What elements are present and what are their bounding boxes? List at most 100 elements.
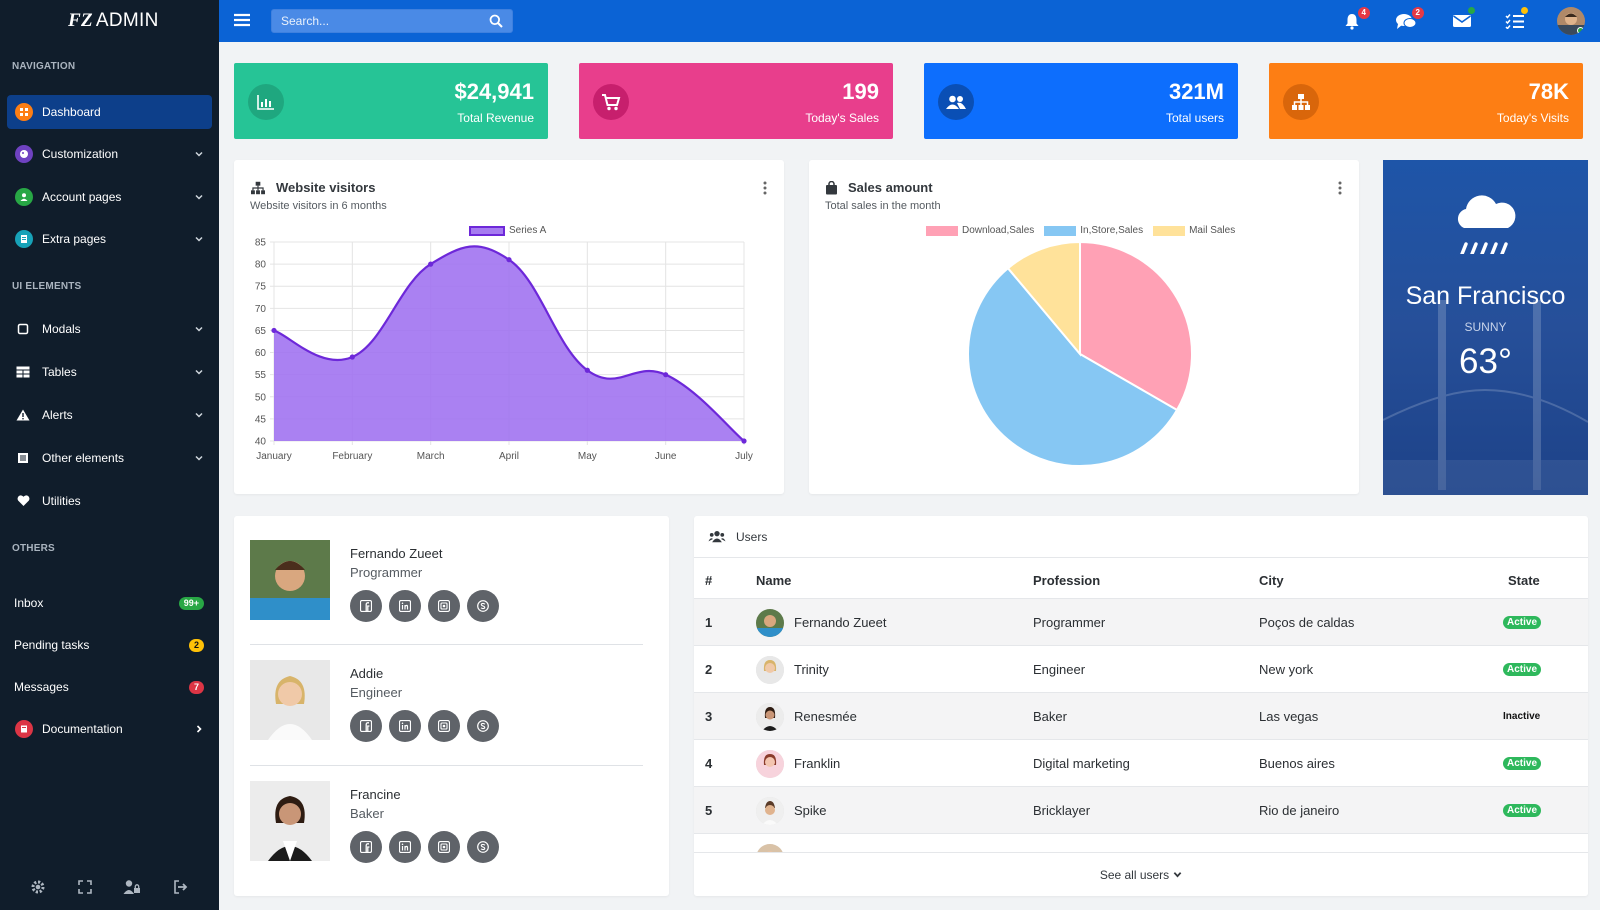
chevron-down-icon xyxy=(194,453,204,463)
section-navigation: NAVIGATION xyxy=(12,61,76,72)
card-subtitle: Total sales in the month xyxy=(825,200,941,212)
more-options-icon[interactable] xyxy=(763,181,767,195)
column-header-profession[interactable]: Profession xyxy=(1033,573,1101,588)
table-row[interactable]: 4 Franklin Digital marketing Buenos aire… xyxy=(694,739,1588,786)
status-badge: Active xyxy=(1503,757,1542,770)
chevron-down-icon xyxy=(194,149,204,159)
table-row[interactable]: 5 Spike Bricklayer Rio de janeiro Active xyxy=(694,786,1588,833)
menu-toggle-icon[interactable] xyxy=(234,13,250,27)
file-icon xyxy=(15,230,33,248)
sidebar-item-tables[interactable]: Tables xyxy=(7,355,212,389)
legend-label-instore[interactable]: In,Store,Sales xyxy=(1080,225,1144,236)
stat-value: 199 xyxy=(842,79,879,104)
settings-icon[interactable] xyxy=(30,879,46,895)
tasks-button[interactable] xyxy=(1504,7,1528,32)
linkedin-icon[interactable] xyxy=(389,710,421,742)
cell-name: Spike xyxy=(794,803,827,818)
weather-condition: SUNNY xyxy=(1464,320,1507,334)
logout-icon[interactable] xyxy=(173,880,189,894)
sidebar-item-inbox[interactable]: Inbox 99+ xyxy=(0,586,212,620)
linkedin-icon[interactable] xyxy=(389,590,421,622)
users-icon xyxy=(938,84,974,120)
instagram-icon[interactable] xyxy=(428,831,460,863)
stat-value: 78K xyxy=(1528,79,1569,104)
cell-profession: Programmer xyxy=(1033,615,1106,630)
chat-count-badge: 2 xyxy=(1411,7,1424,19)
sidebar-item-label: Inbox xyxy=(14,596,44,610)
chat-button[interactable]: 2 xyxy=(1395,7,1424,32)
chevron-down-icon xyxy=(194,410,204,420)
sidebar-item-label: Messages xyxy=(14,680,69,694)
sales-card-title: Sales amount xyxy=(825,180,933,195)
sidebar-item-dashboard[interactable]: Dashboard xyxy=(7,95,212,129)
facebook-icon[interactable] xyxy=(350,831,382,863)
pie-legend: Download,Sales In,Store,Sales Mail Sales xyxy=(926,225,1235,236)
more-options-icon[interactable] xyxy=(1338,181,1342,195)
sidebar-item-documentation[interactable]: Documentation xyxy=(7,712,212,746)
legend-swatch-mail xyxy=(1153,225,1186,236)
column-header-city[interactable]: City xyxy=(1259,573,1284,588)
instagram-icon[interactable] xyxy=(428,590,460,622)
y-tick-label: 80 xyxy=(255,260,267,271)
users-card: Users # Name Profession City State 1 Fer… xyxy=(694,516,1588,896)
skype-icon[interactable] xyxy=(467,831,499,863)
chevron-right-icon xyxy=(194,724,204,734)
user-avatar[interactable] xyxy=(1557,7,1585,35)
x-tick-label: March xyxy=(417,451,445,462)
table-row[interactable]: 3 Renesmée Baker Las vegas Inactive xyxy=(694,692,1588,739)
user-avatar xyxy=(756,703,784,731)
mail-button[interactable] xyxy=(1451,7,1475,32)
bell-icon xyxy=(1343,12,1361,30)
users-card-title: Users xyxy=(736,529,768,544)
sidebar-item-messages[interactable]: Messages 7 xyxy=(0,670,212,704)
profile-role: Engineer xyxy=(350,685,403,700)
sidebar-item-account-pages[interactable]: Account pages xyxy=(7,180,212,214)
sidebar-item-alerts[interactable]: Alerts xyxy=(7,398,212,432)
user-avatar xyxy=(756,750,784,778)
stat-label: Today's Visits xyxy=(1496,111,1569,125)
sidebar-item-other-elements[interactable]: Other elements xyxy=(7,441,212,475)
instagram-icon[interactable] xyxy=(428,710,460,742)
legend-label-mail[interactable]: Mail Sales xyxy=(1189,225,1236,236)
column-header-state[interactable]: State xyxy=(1508,573,1540,588)
notifications-button[interactable]: 4 xyxy=(1341,7,1370,32)
fullscreen-icon[interactable] xyxy=(77,880,92,894)
sidebar-item-label: Extra pages xyxy=(42,232,107,246)
y-tick-label: 85 xyxy=(255,238,267,249)
sidebar-item-label: Alerts xyxy=(42,408,73,422)
skype-icon[interactable] xyxy=(467,710,499,742)
stat-card-sales: 199 Today's Sales xyxy=(579,63,893,139)
sidebar-item-pending-tasks[interactable]: Pending tasks 2 xyxy=(0,628,212,662)
divider xyxy=(250,765,643,766)
linkedin-icon[interactable] xyxy=(389,831,421,863)
facebook-icon[interactable] xyxy=(350,710,382,742)
sidebar-item-customization[interactable]: Customization xyxy=(7,137,212,171)
profile-name: Francine xyxy=(350,787,401,802)
chevron-down-icon xyxy=(194,192,204,202)
skype-icon[interactable] xyxy=(467,590,499,622)
column-header-id[interactable]: # xyxy=(705,573,713,588)
table-row[interactable]: 1 Fernando Zueet Programmer Poços de cal… xyxy=(694,598,1588,645)
see-all-users-button[interactable]: See all users xyxy=(694,852,1588,896)
profile-photo xyxy=(250,781,330,861)
brand-logo[interactable]: FZ ADMIN xyxy=(0,0,219,42)
topbar: 4 2 xyxy=(219,0,1600,42)
cell-id: 5 xyxy=(705,803,713,818)
sidebar-item-utilities[interactable]: Utilities xyxy=(7,484,212,518)
sidebar-item-modals[interactable]: Modals xyxy=(7,312,212,346)
sitemap-icon xyxy=(251,181,265,194)
facebook-icon[interactable] xyxy=(350,590,382,622)
legend-label-download[interactable]: Download,Sales xyxy=(962,225,1035,236)
y-tick-label: 55 xyxy=(255,370,267,381)
search-input[interactable] xyxy=(272,10,472,32)
y-tick-label: 60 xyxy=(255,348,267,359)
sitemap-icon xyxy=(1283,84,1319,120)
table-row[interactable]: 2 Trinity Engineer New york Active xyxy=(694,645,1588,692)
visitors-card-title: Website visitors xyxy=(250,180,375,195)
search-icon[interactable] xyxy=(489,14,503,28)
chart-legend[interactable]: Series A xyxy=(469,225,546,236)
column-header-name[interactable]: Name xyxy=(756,573,792,588)
tasks-icon xyxy=(1505,13,1525,29)
sidebar-item-extra-pages[interactable]: Extra pages xyxy=(7,222,212,256)
user-lock-icon[interactable] xyxy=(123,879,141,895)
